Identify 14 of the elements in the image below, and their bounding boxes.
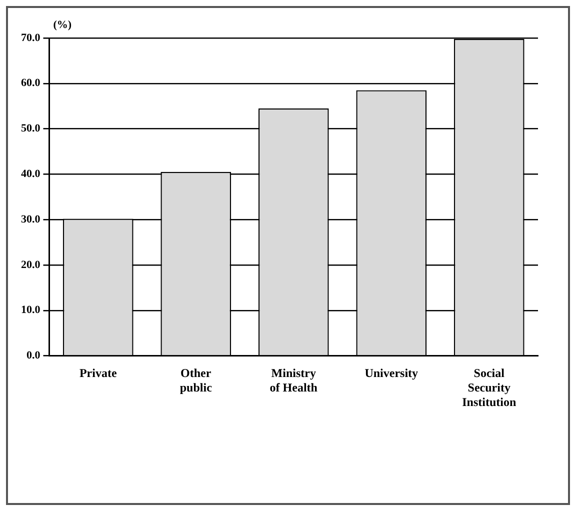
y-tick-label: 0.0 (26, 350, 41, 362)
x-tick-label: Ministry of Health (270, 366, 318, 394)
x-tick-label: Social Security Institution (462, 366, 516, 409)
y-tick-label: 60.0 (21, 77, 41, 90)
y-tick-label: 20.0 (21, 258, 41, 271)
y-tick-label: 70.0 (21, 32, 41, 44)
y-tick-label: 40.0 (21, 168, 41, 180)
y-tick-label: 10.0 (21, 304, 41, 316)
x-tick-label: University (364, 366, 418, 380)
y-tick-label: 50.0 (21, 122, 41, 135)
y-axis-title: (%) (53, 19, 72, 31)
x-tick-label: Other public (180, 366, 213, 394)
x-tick-label: Private (79, 366, 118, 380)
y-tick-label: 30.0 (21, 213, 41, 226)
